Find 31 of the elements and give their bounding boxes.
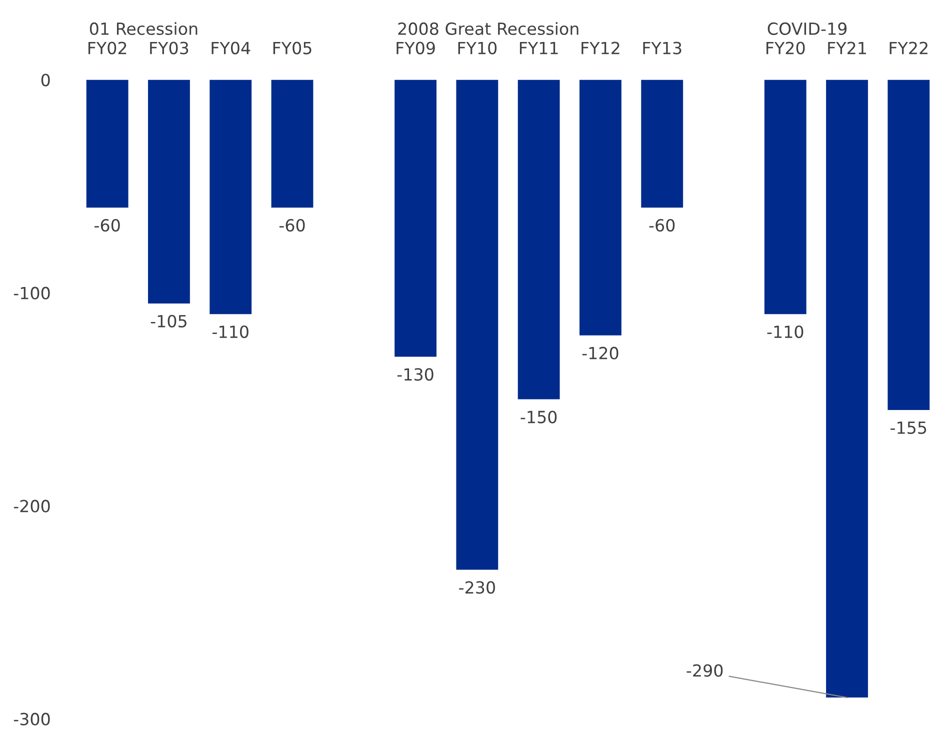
x-tick-label: FY03 bbox=[150, 42, 188, 54]
y-tick-label: -300 bbox=[14, 712, 50, 726]
data-label: -60 bbox=[279, 219, 305, 232]
x-tick-label: FY10 bbox=[458, 42, 497, 54]
data-label: -110 bbox=[212, 326, 248, 338]
x-tick-label: FY13 bbox=[643, 42, 682, 54]
x-tick-label: FY05 bbox=[273, 42, 312, 54]
data-label: -120 bbox=[582, 346, 618, 360]
data-label: -105 bbox=[150, 314, 186, 328]
x-tick-label: FY12 bbox=[582, 42, 620, 54]
data-label: -150 bbox=[520, 410, 557, 424]
x-tick-label: FY21 bbox=[828, 42, 866, 54]
x-tick-label: FY09 bbox=[396, 42, 435, 54]
data-label: -155 bbox=[890, 422, 926, 434]
data-label: -230 bbox=[459, 581, 495, 594]
y-tick-label: -200 bbox=[14, 500, 50, 512]
x-tick-label: FY22 bbox=[890, 42, 928, 54]
x-tick-label: FY11 bbox=[520, 42, 558, 54]
annotation: -290 bbox=[686, 664, 723, 677]
x-tick-label: FY20 bbox=[766, 42, 805, 54]
data-label: -60 bbox=[94, 219, 120, 232]
data-label: -130 bbox=[397, 368, 434, 381]
text: COVID-19 bbox=[768, 22, 847, 36]
x-tick-label: FY04 bbox=[212, 42, 250, 54]
text: 2008 Great Recession bbox=[398, 22, 578, 36]
data-label: -110 bbox=[767, 326, 804, 338]
y-tick-label: -100 bbox=[14, 286, 50, 300]
x-tick-label: FY02 bbox=[88, 42, 126, 54]
y-tick-label: 0 bbox=[41, 74, 50, 86]
data-label: -60 bbox=[649, 219, 675, 232]
text: 01 Recession bbox=[90, 22, 198, 36]
